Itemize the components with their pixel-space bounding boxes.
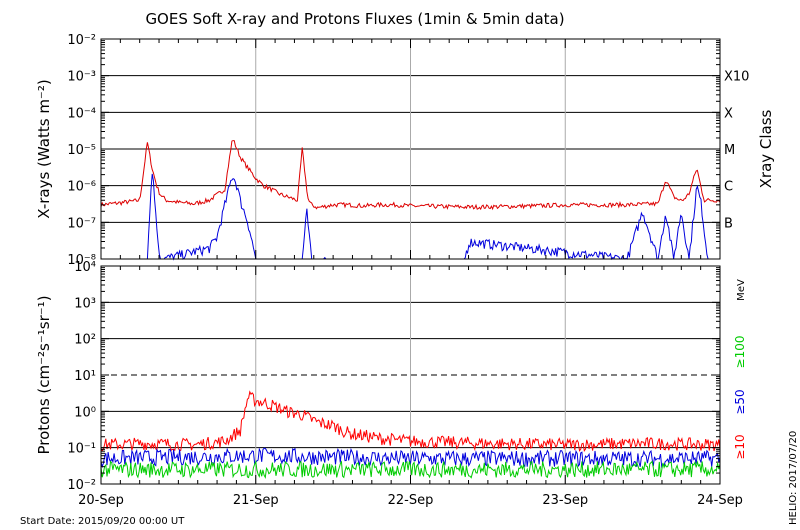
- grid-lines: [101, 39, 720, 484]
- y-tick-label: 10⁻⁸: [67, 253, 96, 268]
- x-tick-label: 24-Sep: [697, 493, 743, 508]
- tick-layer: [100, 38, 721, 485]
- proton-series-line: [100, 390, 721, 452]
- xray-class-label: C: [724, 180, 733, 195]
- xray-class-axis-label: Xray Class: [757, 109, 775, 188]
- proton-y-axis-label: Protons (cm⁻²s⁻¹sr⁻¹): [35, 295, 53, 454]
- xray-class-label: B: [724, 216, 733, 231]
- y-tick-label: 10⁴: [74, 260, 96, 275]
- credit-label: HELIO: 2017/07/20: [788, 431, 799, 525]
- series-layer: [100, 140, 721, 479]
- y-tick-label: 10⁻⁴: [67, 106, 96, 121]
- x-tick-label: 23-Sep: [542, 493, 588, 508]
- x-tick-label: 20-Sep: [78, 493, 124, 508]
- y-tick-label: 10⁻⁶: [67, 180, 96, 195]
- xray-class-label: M: [724, 143, 735, 158]
- xray-y-axis-label: X-rays (Watts m⁻²): [35, 79, 53, 218]
- y-tick-label: 10⁻²: [67, 478, 96, 493]
- y-tick-label: 10³: [74, 296, 96, 311]
- legend-label: ≥100: [733, 336, 747, 369]
- start-date-label: Start Date: 2015/09/20 00:00 UT: [20, 516, 185, 527]
- legend-label: ≥50: [733, 389, 747, 414]
- xray-series-line: [100, 140, 721, 211]
- xray-class-label: X10: [724, 70, 749, 85]
- y-tick-label: 10⁻²: [67, 33, 96, 48]
- xray-class-label: X: [724, 106, 733, 121]
- proton-series-line: [100, 459, 721, 479]
- y-tick-label: 10⁻¹: [67, 442, 96, 457]
- y-tick-label: 10⁻⁵: [67, 143, 96, 158]
- y-tick-label: 10⁻³: [67, 70, 96, 85]
- legend-label: ≥10: [733, 434, 747, 459]
- x-tick-label: 22-Sep: [388, 493, 434, 508]
- y-tick-label: 10¹: [74, 369, 96, 384]
- y-tick-label: 10⁰: [74, 405, 96, 420]
- y-tick-label: 10⁻⁷: [67, 216, 96, 231]
- x-tick-label: 21-Sep: [233, 493, 279, 508]
- proton-unit-label: MeV: [736, 279, 747, 301]
- proton-series-line: [100, 447, 721, 469]
- y-tick-label: 10²: [74, 333, 96, 348]
- chart-title: GOES Soft X-ray and Protons Fluxes (1min…: [145, 10, 564, 28]
